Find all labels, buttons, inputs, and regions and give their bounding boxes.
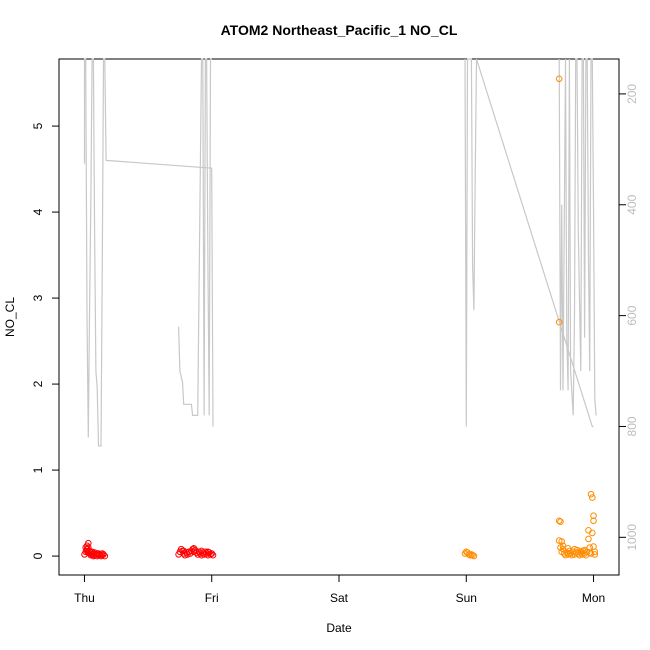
right-y-tick-label: 400 xyxy=(625,194,639,214)
data-point xyxy=(99,550,106,557)
data-point xyxy=(208,550,215,557)
right-y-tick-label: 600 xyxy=(625,305,639,325)
x-tick-label: Sat xyxy=(330,591,349,605)
data-point xyxy=(190,548,198,556)
y-tick-label: 2 xyxy=(31,380,45,387)
data-point xyxy=(590,517,597,525)
data-point xyxy=(180,547,187,555)
data-points-layer xyxy=(81,75,599,560)
data-point xyxy=(590,512,597,520)
altitude-line xyxy=(178,58,212,416)
data-point xyxy=(571,545,578,553)
right-y-tick-label: 1000 xyxy=(625,524,639,551)
y-axis-label: NO_CL xyxy=(3,297,17,337)
altitude-line xyxy=(558,58,597,416)
data-point xyxy=(557,518,564,526)
altitude-line-layer xyxy=(83,58,597,447)
data-point xyxy=(470,552,478,560)
right-y-axis: 200 400 600 800 1000 xyxy=(618,84,639,551)
data-point xyxy=(555,75,563,83)
altitude-line xyxy=(464,58,594,428)
data-point xyxy=(559,542,567,550)
right-y-tick-label: 800 xyxy=(625,416,639,436)
data-point xyxy=(581,546,588,554)
data-point xyxy=(555,517,563,525)
x-tick-label: Thu xyxy=(74,591,95,605)
data-point xyxy=(589,494,596,501)
data-point xyxy=(555,318,563,326)
data-point xyxy=(558,538,566,545)
data-point xyxy=(587,550,595,557)
x-tick-label: Mon xyxy=(582,591,605,605)
x-axis: Thu Fri Sat Sun Mon xyxy=(74,574,605,605)
x-tick-label: Sun xyxy=(456,591,477,605)
data-point xyxy=(85,549,92,556)
altitude-line xyxy=(83,58,214,447)
y-axis: 0 1 2 3 4 5 xyxy=(31,122,60,559)
y-tick-label: 4 xyxy=(31,208,45,215)
data-point xyxy=(91,549,98,556)
data-point xyxy=(85,544,92,551)
data-point xyxy=(82,544,89,551)
right-y-tick-label: 200 xyxy=(625,84,639,104)
data-point xyxy=(209,551,217,559)
y-tick-label: 3 xyxy=(31,294,45,301)
data-point xyxy=(586,544,594,551)
x-axis-label: Date xyxy=(326,621,352,635)
plot-frame xyxy=(58,58,620,576)
data-point xyxy=(587,490,595,498)
data-point xyxy=(590,543,597,550)
y-tick-label: 5 xyxy=(31,122,45,129)
chart-title: ATOM2 Northeast_Pacific_1 NO_CL xyxy=(221,22,458,38)
y-tick-label: 1 xyxy=(31,466,45,473)
data-point xyxy=(466,551,474,559)
data-point xyxy=(198,547,205,555)
data-point xyxy=(577,547,585,555)
data-point xyxy=(585,535,592,543)
x-tick-label: Fri xyxy=(205,591,219,605)
data-point xyxy=(564,545,572,552)
data-point xyxy=(204,548,212,556)
data-point xyxy=(469,551,476,559)
data-point xyxy=(95,550,102,557)
data-point xyxy=(589,529,596,537)
y-tick-label: 0 xyxy=(31,552,45,559)
data-point xyxy=(586,549,594,556)
